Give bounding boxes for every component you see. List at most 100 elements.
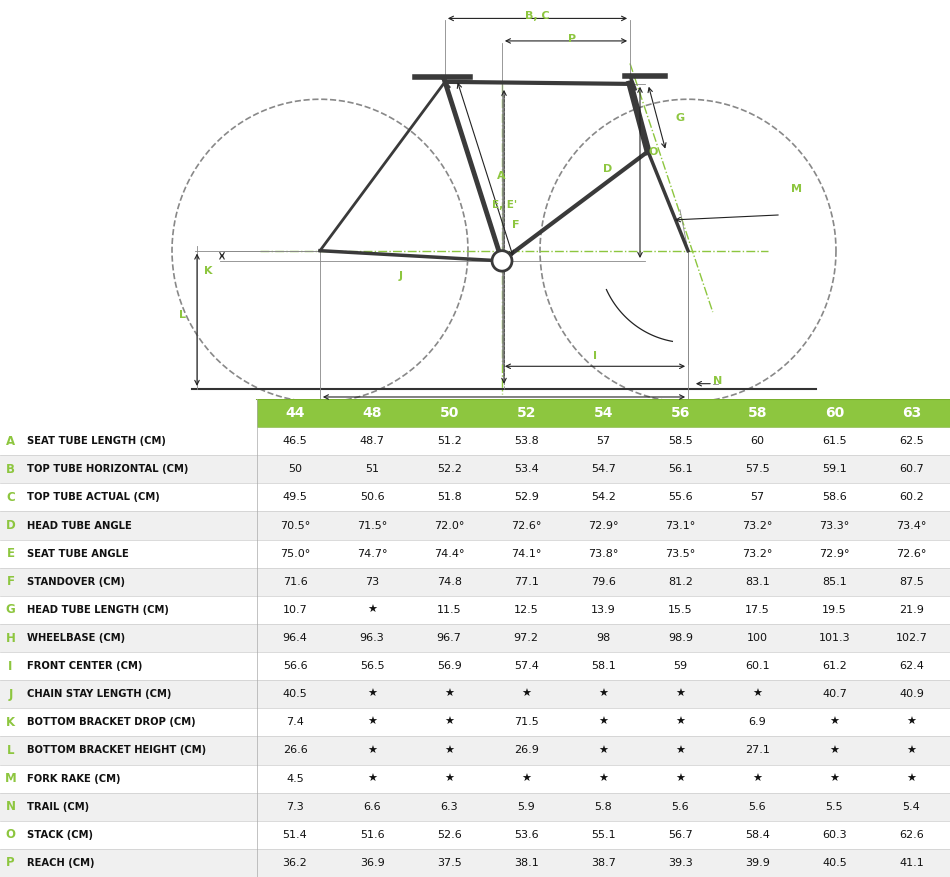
Text: 50: 50 [288, 464, 302, 474]
Bar [487, 399, 564, 427]
Text: TRAIL (CM): TRAIL (CM) [27, 802, 88, 812]
Text: 15.5: 15.5 [668, 605, 693, 615]
Text: 51.8: 51.8 [437, 493, 462, 503]
Bar [256, 399, 333, 427]
Text: 40.9: 40.9 [899, 689, 924, 699]
Text: A: A [6, 435, 15, 447]
Bar [0, 511, 950, 539]
Text: L: L [7, 744, 14, 757]
Text: CHAIN STAY LENGTH (CM): CHAIN STAY LENGTH (CM) [27, 689, 171, 699]
Text: 63: 63 [902, 406, 922, 420]
Text: 19.5: 19.5 [822, 605, 846, 615]
Text: HEAD TUBE LENGTH (CM): HEAD TUBE LENGTH (CM) [27, 605, 168, 615]
Text: TOP TUBE HORIZONTAL (CM): TOP TUBE HORIZONTAL (CM) [27, 464, 188, 474]
Text: ★: ★ [445, 689, 454, 699]
Text: 72.6°: 72.6° [511, 521, 542, 531]
Text: 48: 48 [362, 406, 382, 420]
Text: 21.9: 21.9 [899, 605, 924, 615]
Text: ★: ★ [445, 774, 454, 783]
Text: 59.1: 59.1 [822, 464, 846, 474]
Text: ★: ★ [906, 774, 917, 783]
Bar [0, 483, 950, 511]
Text: 39.9: 39.9 [745, 858, 770, 868]
Text: ★: ★ [675, 745, 685, 755]
Text: 81.2: 81.2 [668, 577, 693, 587]
Text: 72.0°: 72.0° [434, 521, 465, 531]
Text: ★: ★ [598, 717, 608, 727]
Text: 52.9: 52.9 [514, 493, 539, 503]
Text: 73.8°: 73.8° [588, 549, 618, 559]
Text: 60.2: 60.2 [899, 493, 923, 503]
Text: F: F [7, 575, 14, 588]
Text: 96.4: 96.4 [282, 633, 308, 643]
Text: 55.1: 55.1 [591, 830, 616, 840]
Text: 73.1°: 73.1° [665, 521, 695, 531]
Bar [642, 399, 719, 427]
Text: ★: ★ [752, 689, 762, 699]
Text: 53.4: 53.4 [514, 464, 539, 474]
Text: SEAT TUBE ANGLE: SEAT TUBE ANGLE [27, 549, 128, 559]
Text: ★: ★ [367, 774, 377, 783]
Text: 96.3: 96.3 [360, 633, 385, 643]
Text: 100: 100 [747, 633, 768, 643]
Text: 17.5: 17.5 [745, 605, 770, 615]
Text: ★: ★ [906, 745, 917, 755]
Text: 62.4: 62.4 [899, 661, 924, 671]
Text: 62.5: 62.5 [899, 436, 923, 446]
Text: M: M [790, 184, 802, 195]
Bar [0, 821, 950, 849]
Text: 37.5: 37.5 [437, 858, 462, 868]
Text: 5.8: 5.8 [595, 802, 612, 812]
Text: 56: 56 [671, 406, 690, 420]
Text: 58.6: 58.6 [822, 493, 846, 503]
Text: 102.7: 102.7 [896, 633, 927, 643]
Text: N: N [713, 375, 723, 386]
Text: 71.5: 71.5 [514, 717, 539, 727]
Text: STANDOVER (CM): STANDOVER (CM) [27, 577, 124, 587]
Text: 6.6: 6.6 [363, 802, 381, 812]
Text: 57.4: 57.4 [514, 661, 539, 671]
Text: 98: 98 [597, 633, 610, 643]
Text: HEAD TUBE ANGLE: HEAD TUBE ANGLE [27, 521, 131, 531]
Text: 48.7: 48.7 [360, 436, 385, 446]
Text: 57: 57 [597, 436, 610, 446]
Text: 73.4°: 73.4° [896, 521, 926, 531]
Text: 83.1: 83.1 [745, 577, 770, 587]
Text: BOTTOM BRACKET HEIGHT (CM): BOTTOM BRACKET HEIGHT (CM) [27, 745, 206, 755]
Text: ★: ★ [906, 717, 917, 727]
Bar [0, 709, 950, 737]
Bar [0, 455, 950, 483]
Text: 60.1: 60.1 [745, 661, 770, 671]
Text: 72.6°: 72.6° [896, 549, 926, 559]
Text: 58.1: 58.1 [591, 661, 616, 671]
Text: J: J [399, 271, 403, 282]
Text: 56.6: 56.6 [283, 661, 308, 671]
Bar [333, 399, 410, 427]
Text: M: M [5, 772, 16, 785]
Text: 51.6: 51.6 [360, 830, 385, 840]
Text: ★: ★ [598, 774, 608, 783]
Text: O: O [6, 829, 15, 841]
Text: 73: 73 [365, 577, 379, 587]
Bar [0, 765, 950, 793]
Text: ★: ★ [367, 717, 377, 727]
Text: 11.5: 11.5 [437, 605, 462, 615]
Text: 40.7: 40.7 [822, 689, 846, 699]
Text: 73.3°: 73.3° [819, 521, 849, 531]
Text: 74.7°: 74.7° [357, 549, 388, 559]
Text: 5.5: 5.5 [826, 802, 844, 812]
Text: 71.6: 71.6 [283, 577, 308, 587]
Text: 73.5°: 73.5° [665, 549, 695, 559]
Text: I: I [593, 351, 597, 361]
Text: 56.9: 56.9 [437, 661, 462, 671]
Text: 71.5°: 71.5° [357, 521, 388, 531]
Text: 6.3: 6.3 [441, 802, 458, 812]
Text: A: A [497, 172, 505, 182]
Text: 54.2: 54.2 [591, 493, 616, 503]
Bar [0, 793, 950, 821]
Text: 73.2°: 73.2° [742, 521, 772, 531]
Circle shape [492, 251, 512, 271]
Text: 73.2°: 73.2° [742, 549, 772, 559]
Text: BOTTOM BRACKET DROP (CM): BOTTOM BRACKET DROP (CM) [27, 717, 196, 727]
Text: 96.7: 96.7 [437, 633, 462, 643]
